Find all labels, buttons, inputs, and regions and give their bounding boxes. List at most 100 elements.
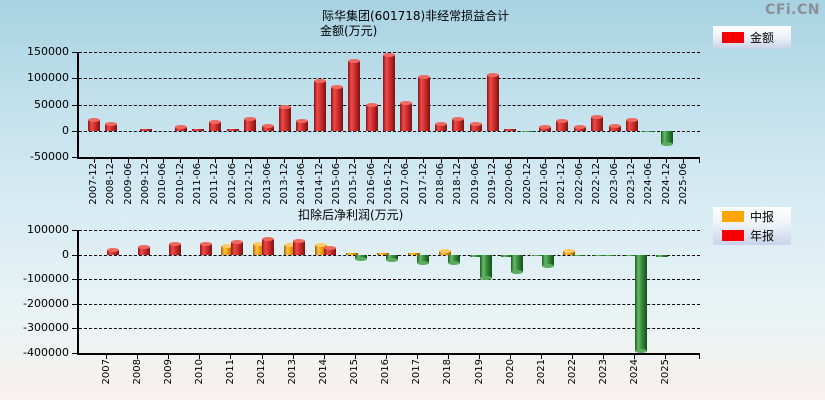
bar-2011-12-金额 (209, 120, 222, 131)
bar-cap (487, 72, 500, 77)
x-axis-label: 2009 (162, 359, 174, 385)
legend-swatch-金额 (722, 32, 744, 43)
legend-row-金额: 金额 (713, 26, 791, 49)
bar-2015-年报 (355, 254, 368, 261)
bar-cap (283, 242, 296, 247)
y-tick-mark (72, 303, 77, 305)
x-tick-mark (249, 159, 251, 163)
x-tick-mark (683, 159, 685, 163)
bar-2018-年报 (448, 254, 461, 265)
x-axis-label: 2014-12 (313, 163, 325, 205)
x-axis-label: 2021 (535, 359, 547, 385)
bar-2024-年报 (634, 254, 647, 353)
x-axis-label: 2018-06 (435, 163, 446, 205)
x-tick-mark (416, 355, 418, 359)
bar-cap (438, 248, 451, 253)
bar-2018-12-金额 (452, 117, 465, 131)
x-axis-label: 2020-06 (504, 163, 516, 205)
bar-cap (417, 74, 430, 79)
bar-2021-06-金额 (539, 124, 552, 131)
x-tick-mark (561, 159, 563, 163)
x-tick-mark (110, 159, 112, 163)
bar-2019-12-金额 (487, 72, 500, 131)
x-axis-label: 2018-12 (452, 163, 464, 205)
x-tick-mark (137, 355, 139, 359)
bar-cap (556, 119, 569, 124)
legend-label-中报: 中报 (750, 209, 775, 224)
x-tick-mark (634, 355, 636, 359)
x-tick-mark (214, 159, 216, 163)
bar-2011-06-金额 (192, 129, 205, 131)
bar-2023-06-金额 (608, 124, 621, 131)
x-axis-label: 2012 (256, 359, 268, 385)
bar-2015-06-金额 (330, 85, 343, 131)
bar-2022-年报 (572, 254, 585, 257)
bar-2013-中报 (283, 242, 296, 255)
x-tick-mark (666, 159, 668, 163)
legend-swatch-年报 (722, 230, 744, 241)
gridline-100000 (79, 230, 700, 231)
x-tick-mark (579, 159, 581, 163)
bar-cap (330, 85, 343, 90)
legend-label-年报: 年报 (750, 228, 775, 243)
x-tick-mark (614, 159, 615, 163)
x-tick-mark (665, 355, 667, 359)
gridline--200000 (79, 303, 700, 305)
bar-cap (541, 263, 554, 268)
bar-cap (386, 258, 399, 263)
bar-2011-中报 (221, 243, 234, 255)
bar-cap (313, 78, 326, 83)
bar-2010-12-金额 (174, 124, 187, 131)
y-axis-line (77, 230, 79, 353)
bar-2016-12-金额 (382, 52, 395, 131)
bar-cap (634, 348, 647, 353)
x-axis-label: 2014 (318, 359, 330, 385)
x-tick-mark (168, 355, 170, 359)
x-tick-mark (572, 355, 574, 359)
x-tick-mark (475, 159, 477, 163)
bar-2017-中报 (407, 252, 420, 255)
x-axis-label: 2019-06 (469, 163, 481, 205)
bar-2016-中报 (376, 252, 389, 255)
bar-2021-12-金额 (556, 119, 569, 131)
bar-2022-06-金额 (573, 124, 586, 131)
bar-2008-年报 (137, 244, 150, 255)
x-tick-mark (128, 159, 130, 163)
bar-2018-06-金额 (435, 121, 447, 131)
y-axis-label: -200000 (23, 296, 69, 310)
bar-2023-12-金额 (625, 118, 638, 131)
bar-cap (230, 239, 243, 244)
x-axis-label: 2025 (659, 359, 671, 385)
x-tick-mark (527, 159, 529, 163)
x-axis-label: 2023-06 (608, 163, 620, 205)
y-axis-label: -400000 (23, 346, 69, 359)
x-axis-label: 2013-12 (278, 163, 290, 205)
x-tick-mark (106, 355, 108, 359)
x-tick-mark (371, 159, 373, 163)
x-tick-mark (510, 355, 512, 359)
bar-cap (355, 256, 368, 261)
legend-row-中报: 中报 (713, 207, 791, 226)
bar-2009-年报 (168, 241, 181, 255)
x-tick-mark (541, 355, 543, 359)
bar-cap (608, 124, 621, 129)
x-tick-mark (492, 159, 494, 163)
x-axis-label: 2008-12 (105, 163, 117, 205)
bottom-chart-title: 扣除后净利润(万元) (298, 208, 404, 222)
x-tick-mark (405, 159, 407, 163)
bar-2012-中报 (252, 242, 265, 255)
bar-cap (174, 124, 187, 129)
bar-cap (221, 243, 234, 248)
x-axis-label: 2011-12 (209, 163, 221, 205)
bar-2024-中报 (625, 254, 638, 256)
x-axis-label: 2015-12 (348, 163, 360, 205)
x-tick-mark (145, 159, 147, 163)
gridline-0 (79, 130, 700, 132)
x-axis-label: 2022-06 (573, 163, 585, 205)
bar-2019-06-金额 (469, 122, 482, 131)
y-axis-line (77, 52, 79, 157)
x-axis-label: 2024-06 (643, 163, 655, 205)
bar-2019-年报 (479, 254, 492, 281)
y-tick-mark (72, 78, 77, 80)
